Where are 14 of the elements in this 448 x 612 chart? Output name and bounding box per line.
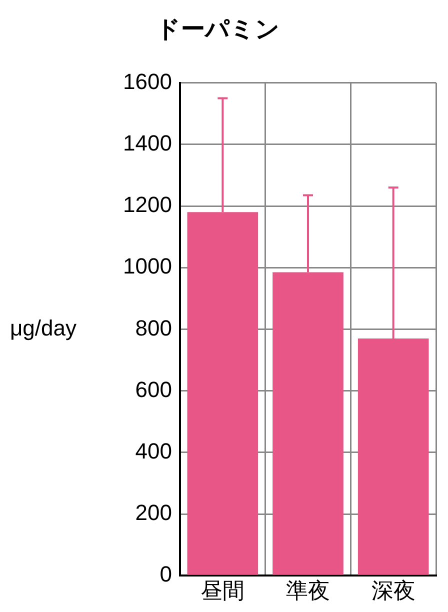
- y-tick-label: 1400: [123, 130, 172, 156]
- x-tick-label: 準夜: [286, 578, 330, 603]
- y-axis-title: μg/day: [10, 315, 76, 340]
- x-tick-label: 深夜: [371, 578, 416, 603]
- y-tick-label: 800: [135, 315, 172, 340]
- y-tick-label: 200: [135, 500, 172, 526]
- y-tick-label: 0: [160, 562, 172, 587]
- y-tick-label: 1000: [123, 254, 172, 279]
- y-tick-label: 1600: [123, 68, 172, 94]
- y-tick-label: 600: [135, 376, 172, 402]
- y-tick-label: 400: [135, 438, 172, 464]
- x-tick-label: 昼間: [200, 578, 245, 603]
- y-tick-label: 1200: [123, 192, 172, 218]
- chart-title: ドーパミン: [156, 16, 280, 44]
